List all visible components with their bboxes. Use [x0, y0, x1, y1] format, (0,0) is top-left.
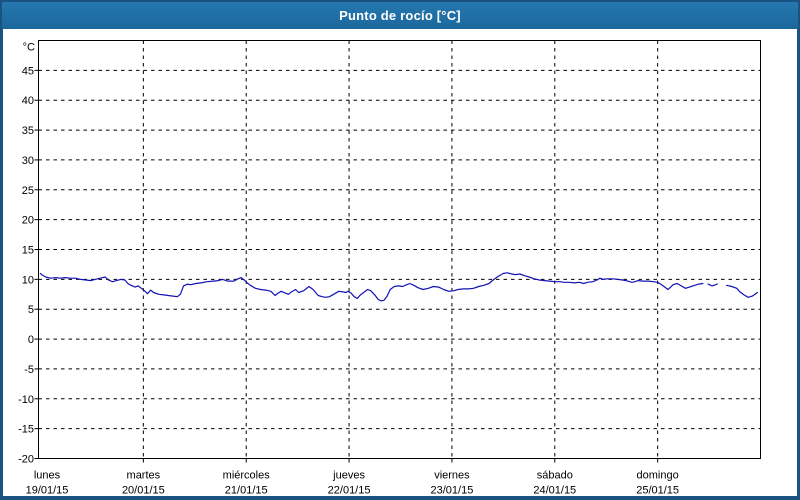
y-tick-label: 45	[22, 65, 34, 77]
y-tick-label: 35	[22, 125, 34, 137]
y-tick-label: 25	[22, 185, 34, 197]
y-tick-label: -5	[24, 364, 34, 376]
y-tick-label: -15	[18, 424, 34, 436]
y-tick-label: 30	[22, 155, 34, 167]
x-day-label: jueves	[332, 470, 365, 482]
x-date-label: 20/01/15	[122, 485, 165, 497]
chart-panel	[3, 29, 797, 496]
x-date-label: 25/01/15	[636, 485, 679, 497]
x-date-label: 21/01/15	[225, 485, 268, 497]
x-day-label: viernes	[434, 470, 470, 482]
dew-point-line-segment	[725, 284, 759, 298]
x-day-label: martes	[127, 470, 161, 482]
x-date-label: 22/01/15	[328, 485, 371, 497]
y-tick-label: 5	[28, 304, 34, 316]
window-titlebar: Punto de rocío [°C]	[2, 2, 798, 29]
y-tick-label: 10	[22, 274, 34, 286]
x-day-label: domingo	[637, 470, 679, 482]
plot-frame	[38, 40, 761, 459]
x-day-label: sábado	[537, 470, 573, 482]
window-title: Punto de rocío [°C]	[339, 8, 461, 23]
y-tick-label: 20	[22, 215, 34, 227]
x-day-label: miércoles	[223, 470, 271, 482]
dew-point-line-segment	[39, 272, 704, 302]
x-date-label: 24/01/15	[533, 485, 576, 497]
dew-point-line-segment	[707, 283, 718, 287]
y-axis-unit-label: °C	[23, 42, 35, 54]
y-tick-label: -10	[18, 394, 34, 406]
y-tick-label: 40	[22, 95, 34, 107]
x-date-label: 23/01/15	[431, 485, 474, 497]
y-tick-label: 0	[28, 334, 34, 346]
y-tick-label: 15	[22, 245, 34, 257]
y-tick-label: -20	[18, 454, 34, 466]
x-date-label: 19/01/15	[26, 485, 69, 497]
x-day-label: lunes	[34, 470, 61, 482]
